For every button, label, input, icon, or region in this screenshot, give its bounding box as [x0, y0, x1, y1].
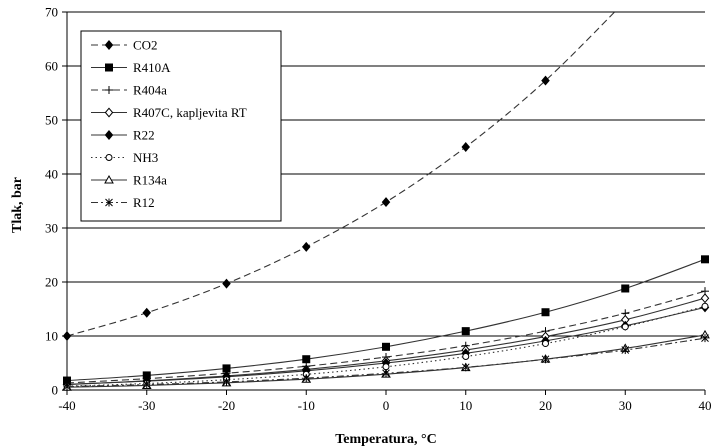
data-point — [462, 353, 470, 361]
x-tick-label: 30 — [619, 398, 632, 413]
data-point — [63, 382, 71, 391]
data-point — [621, 323, 629, 331]
legend-label: CO2 — [133, 38, 158, 53]
data-point — [541, 75, 550, 86]
data-point — [302, 355, 311, 364]
series-5 — [63, 302, 709, 390]
series-line — [67, 290, 705, 384]
legend: CO2 R410A R404a R407C, kapljevita RT R22 NH3 R… — [80, 30, 282, 222]
legend-box — [80, 30, 282, 222]
legend-item: R407C, kapljevita RT — [91, 105, 247, 120]
legend-label: R404a — [133, 83, 167, 98]
data-point — [382, 369, 390, 378]
data-point — [621, 284, 630, 293]
x-tick-label: 0 — [383, 398, 390, 413]
x-tick-label: 20 — [539, 398, 552, 413]
data-point — [541, 355, 550, 364]
series-7 — [63, 334, 709, 391]
data-point — [62, 331, 72, 341]
data-point — [222, 377, 231, 386]
data-point — [701, 302, 709, 310]
legend-item: NH3 — [91, 150, 158, 165]
x-axis-title: Temperatura, °C — [335, 432, 437, 447]
legend-marker — [105, 86, 113, 94]
x-tick-label: 10 — [459, 398, 472, 413]
legend-marker — [105, 63, 113, 72]
data-point — [142, 307, 152, 318]
series-group — [62, 12, 710, 391]
data-point — [382, 363, 390, 371]
legend-label: R12 — [133, 195, 155, 210]
data-point — [541, 308, 550, 317]
data-point — [382, 342, 390, 351]
data-point — [461, 363, 470, 372]
data-point — [302, 374, 311, 383]
data-point — [461, 327, 470, 336]
legend-label: R407C, kapljevita RT — [133, 105, 247, 120]
legend-marker — [105, 198, 113, 207]
legend-item: R12 — [91, 195, 155, 210]
y-axis-title: Tlak, bar — [10, 177, 25, 233]
data-point — [621, 346, 630, 355]
y-tick-label: 10 — [45, 329, 58, 344]
series-line — [67, 12, 616, 337]
x-tick-label: 40 — [699, 398, 712, 413]
data-point — [700, 293, 710, 304]
data-point — [222, 278, 231, 289]
data-point — [381, 197, 391, 208]
series-0 — [62, 12, 616, 341]
y-tick-label: 30 — [45, 221, 58, 236]
y-tick-label: 50 — [45, 113, 58, 128]
legend-item: R404a — [91, 83, 167, 98]
y-tick-label: 20 — [45, 275, 58, 290]
y-tick-label: 70 — [45, 5, 58, 20]
legend-marker — [104, 174, 114, 184]
legend-item: R22 — [91, 128, 155, 143]
legend-marker — [105, 154, 113, 161]
legend-label: R134a — [133, 173, 167, 188]
legend-label: R410A — [133, 60, 171, 75]
x-tick-label: -40 — [58, 398, 75, 413]
legend-label: NH3 — [133, 150, 158, 165]
x-tick-label: -30 — [138, 398, 155, 413]
legend-label: R22 — [133, 128, 155, 143]
legend-item: R410A — [91, 60, 171, 75]
data-point — [142, 380, 151, 389]
series-line — [67, 258, 705, 382]
y-tick-label: 0 — [52, 383, 59, 398]
legend-item: CO2 — [91, 38, 158, 53]
legend-marker — [104, 130, 114, 140]
data-point — [701, 255, 709, 264]
data-point — [542, 340, 549, 348]
y-tick-label: 60 — [45, 59, 58, 74]
x-tick-label: -10 — [298, 398, 315, 413]
data-point — [461, 142, 471, 152]
data-point — [701, 334, 709, 343]
data-point — [301, 241, 311, 252]
axes: 0 10 20 30 40 50 60 70 -40 -30 -20 -10 0 10 20 30 40 — [45, 5, 712, 414]
legend-item: R134a — [91, 173, 167, 188]
legend-marker — [104, 40, 114, 50]
x-tick-label: -20 — [218, 398, 235, 413]
y-tick-label: 40 — [45, 167, 58, 182]
legend-marker — [104, 107, 114, 118]
